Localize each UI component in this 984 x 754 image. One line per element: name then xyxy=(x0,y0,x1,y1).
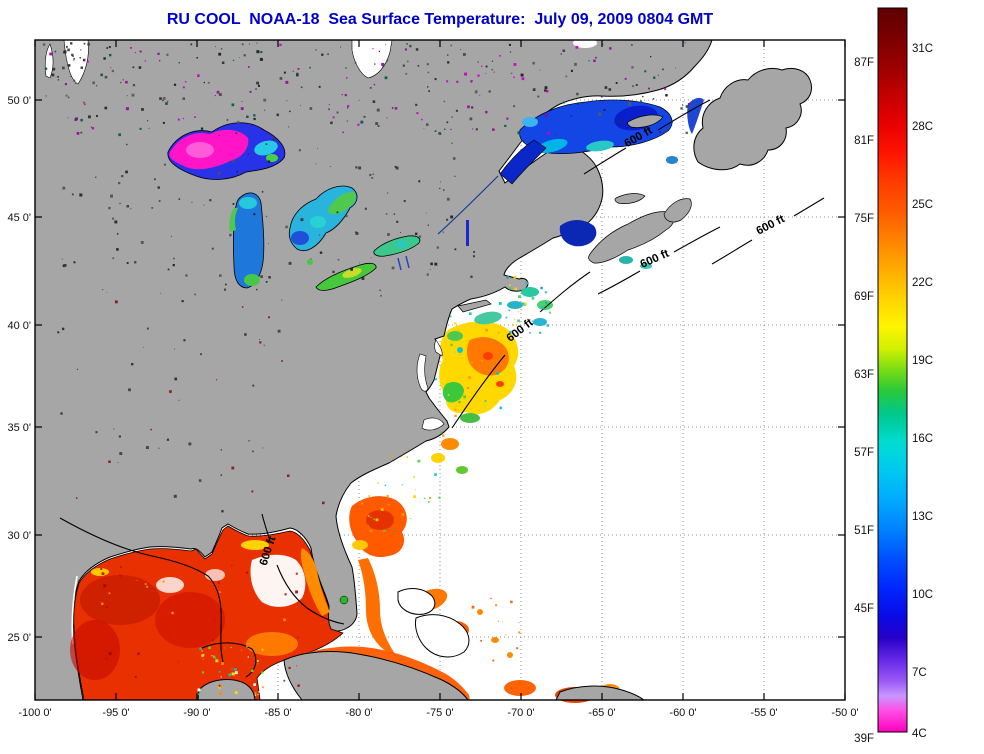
lake-michigan xyxy=(233,192,265,289)
west-florida-shelf-warm xyxy=(300,548,330,616)
x-tick-label: -100 0' xyxy=(18,707,51,719)
lake-ontario xyxy=(373,235,421,257)
chesapeake-bay xyxy=(416,353,429,392)
colorbar-fahrenheit-label: 63F xyxy=(854,369,874,381)
james-bay xyxy=(351,39,393,79)
x-tick-label: -60 0' xyxy=(669,707,696,719)
finger-lakes xyxy=(397,255,410,271)
y-tick-label: 35 0' xyxy=(7,422,31,434)
lake-okeechobee xyxy=(339,595,349,605)
pamlico-sound xyxy=(421,417,445,431)
colorbar-celsius-label: 31C xyxy=(912,43,933,55)
st-lawrence-river xyxy=(437,175,499,235)
x-tick-label: -50 0' xyxy=(831,707,858,719)
colorbar: 87F 81F 75F 69F 63F 57F 51F 45F 39F 31C … xyxy=(854,7,933,745)
green-bay xyxy=(229,208,238,232)
colorbar-fahrenheit-label: 45F xyxy=(854,603,874,615)
colorbar-celsius-label: 28C xyxy=(912,121,933,133)
map-title: RU COOL NOAA-18 Sea Surface Temperature:… xyxy=(167,11,714,28)
bahama-banks xyxy=(397,588,470,658)
colorbar-celsius-label: 25C xyxy=(912,199,933,211)
y-tick-label: 40 0' xyxy=(7,320,31,332)
colorbar-celsius-label: 13C xyxy=(912,511,933,523)
colorbar-celsius-label: 16C xyxy=(912,433,933,445)
colorbar-fahrenheit-label: 81F xyxy=(854,135,874,147)
y-tick-label: 25 0' xyxy=(7,632,31,644)
colorbar-gradient xyxy=(877,7,908,733)
hispaniola xyxy=(555,685,646,701)
pixel-noise-speckles xyxy=(42,42,691,696)
depth-contour-label: 600 ft xyxy=(639,248,671,271)
sst-data-north xyxy=(499,97,704,326)
yucatan-tip xyxy=(197,679,256,701)
x-tick-label: -80 0' xyxy=(345,707,372,719)
y-tick-label: 30 0' xyxy=(7,530,31,542)
colorbar-fahrenheit-scale: 87F 81F 75F 69F 63F 57F 51F 45F 39F xyxy=(854,57,874,745)
lake-st-clair xyxy=(307,259,313,265)
y-tick-label: 45 0' xyxy=(7,212,31,224)
cloud-gap xyxy=(250,554,306,607)
colorbar-celsius-label: 22C xyxy=(912,277,933,289)
georgian-bay xyxy=(327,191,356,215)
colorbar-fahrenheit-label: 57F xyxy=(854,447,874,459)
depth-contour-label: 600 ft xyxy=(755,213,787,237)
x-tick-label: -95 0' xyxy=(102,707,129,719)
colorbar-celsius-label: 19C xyxy=(912,355,933,367)
x-tick-label: -55 0' xyxy=(750,707,777,719)
colorbar-fahrenheit-label: 51F xyxy=(854,525,874,537)
colorbar-fahrenheit-label: 75F xyxy=(854,213,874,225)
plot-frame xyxy=(34,39,846,701)
colorbar-fahrenheit-label: 69F xyxy=(854,291,874,303)
x-tick-label: -75 0' xyxy=(426,707,453,719)
northern-islands xyxy=(457,67,813,313)
x-tick-label: -70 0' xyxy=(507,707,534,719)
colorbar-fahrenheit-label: 39F xyxy=(854,733,874,745)
long-island xyxy=(457,299,492,313)
southern-islands xyxy=(197,651,646,701)
x-tick-label: -90 0' xyxy=(183,707,210,719)
cape-breton xyxy=(663,198,692,223)
lake-champlain xyxy=(466,220,469,246)
y-ax-labels: 50 0' 45 0' 40 0' 35 0' 30 0' 25 0' xyxy=(7,95,31,644)
st-lawrence-estuary xyxy=(499,139,547,185)
x-tick-label: -65 0' xyxy=(588,707,615,719)
lake-winnipeg xyxy=(63,39,89,85)
x-axis-labels: -100 0' -95 0' -90 0' -85 0' -80 0' -75 … xyxy=(18,707,858,719)
colorbar-celsius-label: 10C xyxy=(912,589,933,601)
depth-contour-label: 600 ft xyxy=(505,317,536,345)
colorbar-celsius-scale: 31C 28C 25C 22C 19C 16C 13C 10C 7C 4C xyxy=(912,43,933,740)
cuba xyxy=(283,651,469,701)
y-tick-label: 50 0' xyxy=(7,95,31,107)
prince-edward-island xyxy=(614,193,646,204)
colorbar-fahrenheit-label: 87F xyxy=(854,57,874,69)
x-tick-label: -85 0' xyxy=(264,707,291,719)
great-lakes xyxy=(167,122,499,605)
delaware-bay xyxy=(434,339,443,357)
gulf-of-maine-cold xyxy=(559,220,597,247)
nova-scotia xyxy=(588,211,675,264)
newfoundland xyxy=(693,67,813,171)
colorbar-celsius-label: 7C xyxy=(912,667,927,679)
colorbar-celsius-label: 4C xyxy=(912,728,927,740)
anticosti-island xyxy=(627,114,664,128)
